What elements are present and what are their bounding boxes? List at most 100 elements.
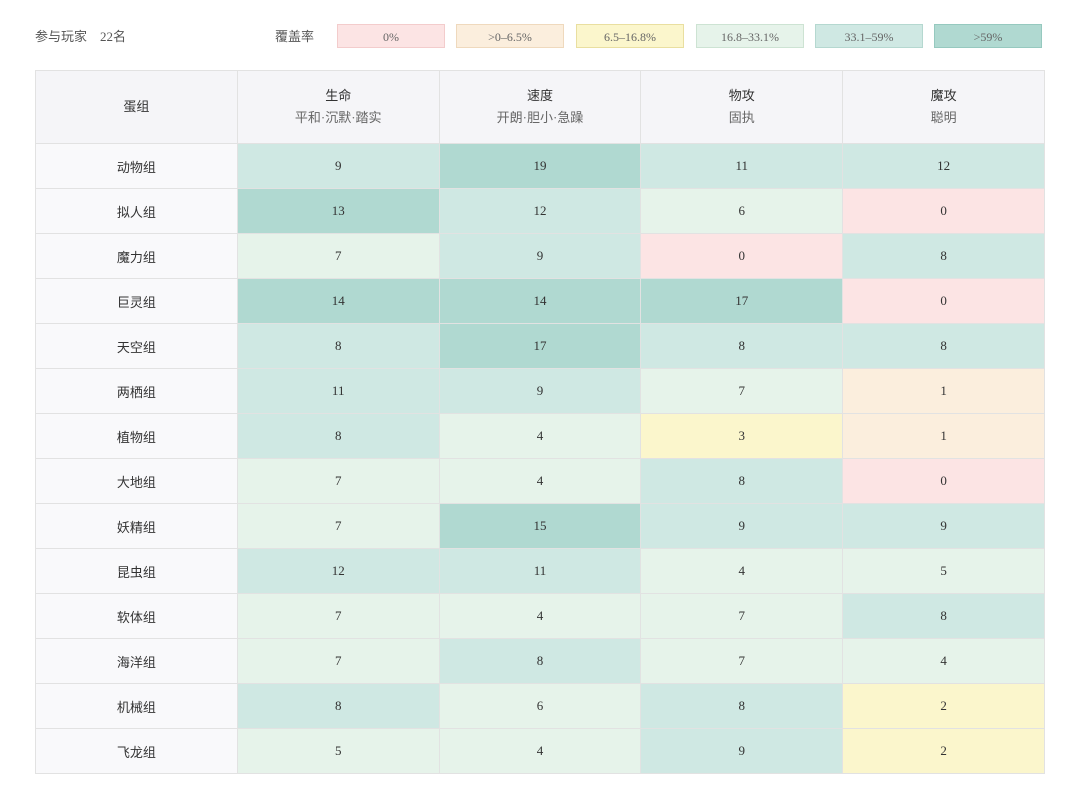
cell: 6 <box>640 188 844 234</box>
row-name: 天空组 <box>35 323 238 369</box>
cell: 9 <box>640 728 844 774</box>
cell: 7 <box>236 503 440 549</box>
cell: 8 <box>640 458 844 504</box>
row-name: 昆虫组 <box>35 548 238 594</box>
row-name: 海洋组 <box>35 638 238 684</box>
row: 天空组 8 17 8 8 <box>35 323 1045 369</box>
cell: 2 <box>842 728 1045 774</box>
column-header: 物攻 固执 <box>640 70 844 144</box>
cell: 4 <box>842 638 1045 684</box>
legend-item: 6.5–16.8% <box>576 24 684 48</box>
cell: 8 <box>842 233 1045 279</box>
row: 妖精组 7 15 9 9 <box>35 503 1045 549</box>
cell: 12 <box>236 548 440 594</box>
cell: 6 <box>438 683 642 729</box>
corner-header: 蛋组 <box>35 70 238 144</box>
cell: 4 <box>640 548 844 594</box>
column-name: 魔攻 <box>930 88 957 103</box>
cell: 9 <box>640 503 844 549</box>
row-name: 巨灵组 <box>35 278 238 324</box>
cell: 4 <box>438 413 642 459</box>
row: 魔力组 7 9 0 8 <box>35 233 1045 279</box>
cell: 7 <box>236 593 440 639</box>
legend-item: >0–6.5% <box>456 24 564 48</box>
cell: 11 <box>640 143 844 189</box>
cell: 14 <box>236 278 440 324</box>
cell: 17 <box>640 278 844 324</box>
cell: 17 <box>438 323 642 369</box>
cell: 8 <box>640 323 844 369</box>
cell: 0 <box>640 233 844 279</box>
cell: 4 <box>438 458 642 504</box>
cell: 12 <box>438 188 642 234</box>
cell: 8 <box>236 323 440 369</box>
column-name: 速度 <box>526 88 553 103</box>
row: 大地组 7 4 8 0 <box>35 458 1045 504</box>
row: 植物组 8 4 3 1 <box>35 413 1045 459</box>
cell: 15 <box>438 503 642 549</box>
column-sub: 开朗·胆小·急躁 <box>496 110 584 125</box>
row: 巨灵组 14 14 17 0 <box>35 278 1045 324</box>
cell: 4 <box>438 728 642 774</box>
row-name: 机械组 <box>35 683 238 729</box>
cell: 11 <box>438 548 642 594</box>
row-name: 拟人组 <box>35 188 238 234</box>
row-name: 魔力组 <box>35 233 238 279</box>
row-name: 软体组 <box>35 593 238 639</box>
cell: 2 <box>842 683 1045 729</box>
cell: 3 <box>640 413 844 459</box>
column-header: 生命平和·沉默·踏实 <box>236 70 440 144</box>
row-name: 动物组 <box>35 143 238 189</box>
column-sub: 平和·沉默·踏实 <box>294 110 382 125</box>
table: 蛋组 生命 平和·沉默·踏实 速度 开朗·胆小·急躁 物攻 固执 魔攻 聪明 动物组 9 19 11 12… <box>35 70 1045 774</box>
row: 飞龙组 5 4 9 2 <box>35 728 1045 774</box>
cell: 5 <box>842 548 1045 594</box>
row: 两栖组 11 9 7 1 <box>35 368 1045 414</box>
column-header: 速度开朗·胆小·急躁 <box>438 70 642 144</box>
players-count: 22名 <box>100 29 127 44</box>
cell: 7 <box>640 368 844 414</box>
cell: 9 <box>236 143 440 189</box>
cell: 5 <box>236 728 440 774</box>
row: 软体组 7 4 7 8 <box>35 593 1045 639</box>
header-row: 蛋组 生命 平和·沉默·踏实 速度 开朗·胆小·急躁 物攻 固执 魔攻 聪明 <box>35 70 1045 144</box>
cell: 8 <box>842 593 1045 639</box>
column-header: 魔攻 聪明 <box>842 70 1045 144</box>
cell: 1 <box>842 368 1045 414</box>
cell: 8 <box>842 323 1045 369</box>
cell: 13 <box>236 188 440 234</box>
row-name: 妖精组 <box>35 503 238 549</box>
legend-item: >59% <box>934 24 1042 48</box>
cell: 9 <box>438 233 642 279</box>
legend-item: 33.1–59% <box>815 24 923 48</box>
cell: 8 <box>438 638 642 684</box>
cell: 0 <box>842 188 1045 234</box>
row-name: 飞龙组 <box>35 728 238 774</box>
column-sub: 固执 <box>728 110 755 125</box>
cell: 7 <box>640 638 844 684</box>
cell: 19 <box>438 143 642 189</box>
cell: 12 <box>842 143 1045 189</box>
row: 动物组 9 19 11 12 <box>35 143 1045 189</box>
row: 拟人组 13 12 6 0 <box>35 188 1045 234</box>
column-name: 生命 <box>325 88 352 103</box>
legend-title: 覆盖率 <box>275 29 315 44</box>
cell: 9 <box>842 503 1045 549</box>
cell: 0 <box>842 278 1045 324</box>
row: 机械组 8 6 8 2 <box>35 683 1045 729</box>
cell: 1 <box>842 413 1045 459</box>
cell: 7 <box>236 458 440 504</box>
row-name: 大地组 <box>35 458 238 504</box>
row-name: 植物组 <box>35 413 238 459</box>
legend-item: 0% <box>337 24 445 48</box>
row: 海洋组 7 8 7 4 <box>35 638 1045 684</box>
cell: 9 <box>438 368 642 414</box>
row-name: 两栖组 <box>35 368 238 414</box>
cell: 7 <box>236 638 440 684</box>
cell: 8 <box>236 683 440 729</box>
cell: 0 <box>842 458 1045 504</box>
cell: 7 <box>236 233 440 279</box>
legend-item: 16.8–33.1% <box>696 24 804 48</box>
cell: 11 <box>236 368 440 414</box>
